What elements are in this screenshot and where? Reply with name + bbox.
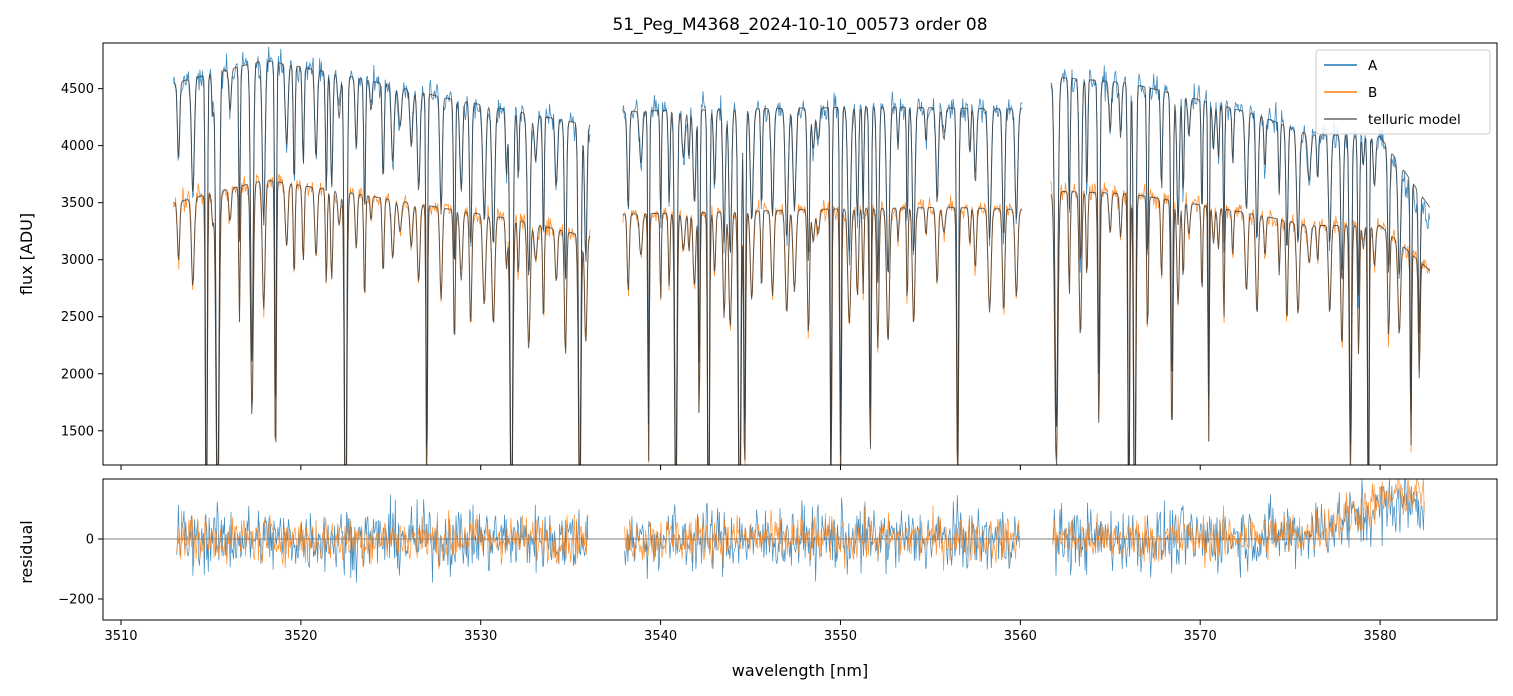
legend-box xyxy=(1315,49,1491,135)
telluric-model-line-a xyxy=(173,60,1431,465)
bottom-x-tick-label: 3560 xyxy=(1004,629,1037,644)
top-y-tick-label: 4000 xyxy=(61,139,94,154)
top-y-axis-label: flux [ADU] xyxy=(17,213,36,295)
legend: A B telluric model xyxy=(1315,49,1491,135)
top-y-tick-label: 1500 xyxy=(61,424,94,439)
bottom-y-axis-label: residual xyxy=(17,520,36,583)
bottom-x-ticks: 3510 3520 3530 3540 3550 3560 3570 3580 xyxy=(104,620,1397,644)
bottom-x-tick-label: 3580 xyxy=(1364,629,1397,644)
bottom-frame xyxy=(102,478,1498,621)
bottom-x-tick-label: 3520 xyxy=(284,629,317,644)
legend-label-a: A xyxy=(1368,58,1378,74)
bottom-x-tick-label: 3550 xyxy=(824,629,857,644)
figure-title: 51_Peg_M4368_2024-10-10_00573 order 08 xyxy=(612,15,987,35)
bottom-x-tick-label: 3530 xyxy=(464,629,497,644)
top-frame xyxy=(102,42,1498,466)
bottom-series-group xyxy=(103,479,1497,583)
top-plot-area xyxy=(103,43,1497,465)
top-y-tick-label: 3500 xyxy=(61,196,94,211)
legend-label-telluric-model: telluric model xyxy=(1368,112,1461,128)
bottom-x-tick-label: 3510 xyxy=(104,629,137,644)
telluric-model-line-b xyxy=(173,180,1431,465)
bottom-y-tick-label: −200 xyxy=(58,593,94,608)
bottom-y-ticks: −200 0 xyxy=(58,533,103,608)
top-series-group xyxy=(172,46,1431,465)
bottom-panel: −200 0 3510 3520 3530 3540 3550 3560 3570 3580 r… xyxy=(17,478,1498,680)
top-y-tick-label: 3000 xyxy=(61,253,94,268)
residual-b-line xyxy=(176,479,1425,572)
bottom-x-tick-label: 3540 xyxy=(644,629,677,644)
top-y-tick-label: 2000 xyxy=(61,367,94,382)
x-axis-label: wavelength [nm] xyxy=(732,661,869,680)
bottom-x-tick-label: 3570 xyxy=(1184,629,1217,644)
top-y-ticks: 1500 2000 2500 3000 3500 4000 4500 xyxy=(61,82,103,439)
legend-label-b: B xyxy=(1368,85,1377,101)
top-x-ticks xyxy=(120,465,1381,470)
top-y-tick-label: 4500 xyxy=(61,82,94,97)
bottom-y-tick-label: 0 xyxy=(86,533,94,548)
top-y-tick-label: 2500 xyxy=(61,310,94,325)
